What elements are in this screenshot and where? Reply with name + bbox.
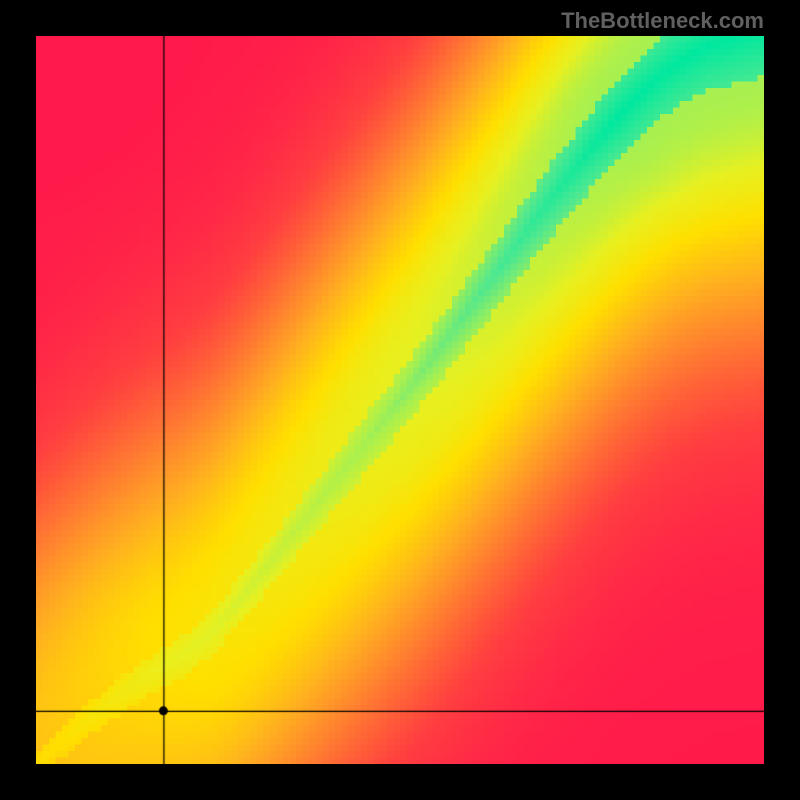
watermark-text: TheBottleneck.com: [561, 8, 764, 34]
bottleneck-heatmap: [36, 36, 764, 764]
chart-container: TheBottleneck.com: [0, 0, 800, 800]
